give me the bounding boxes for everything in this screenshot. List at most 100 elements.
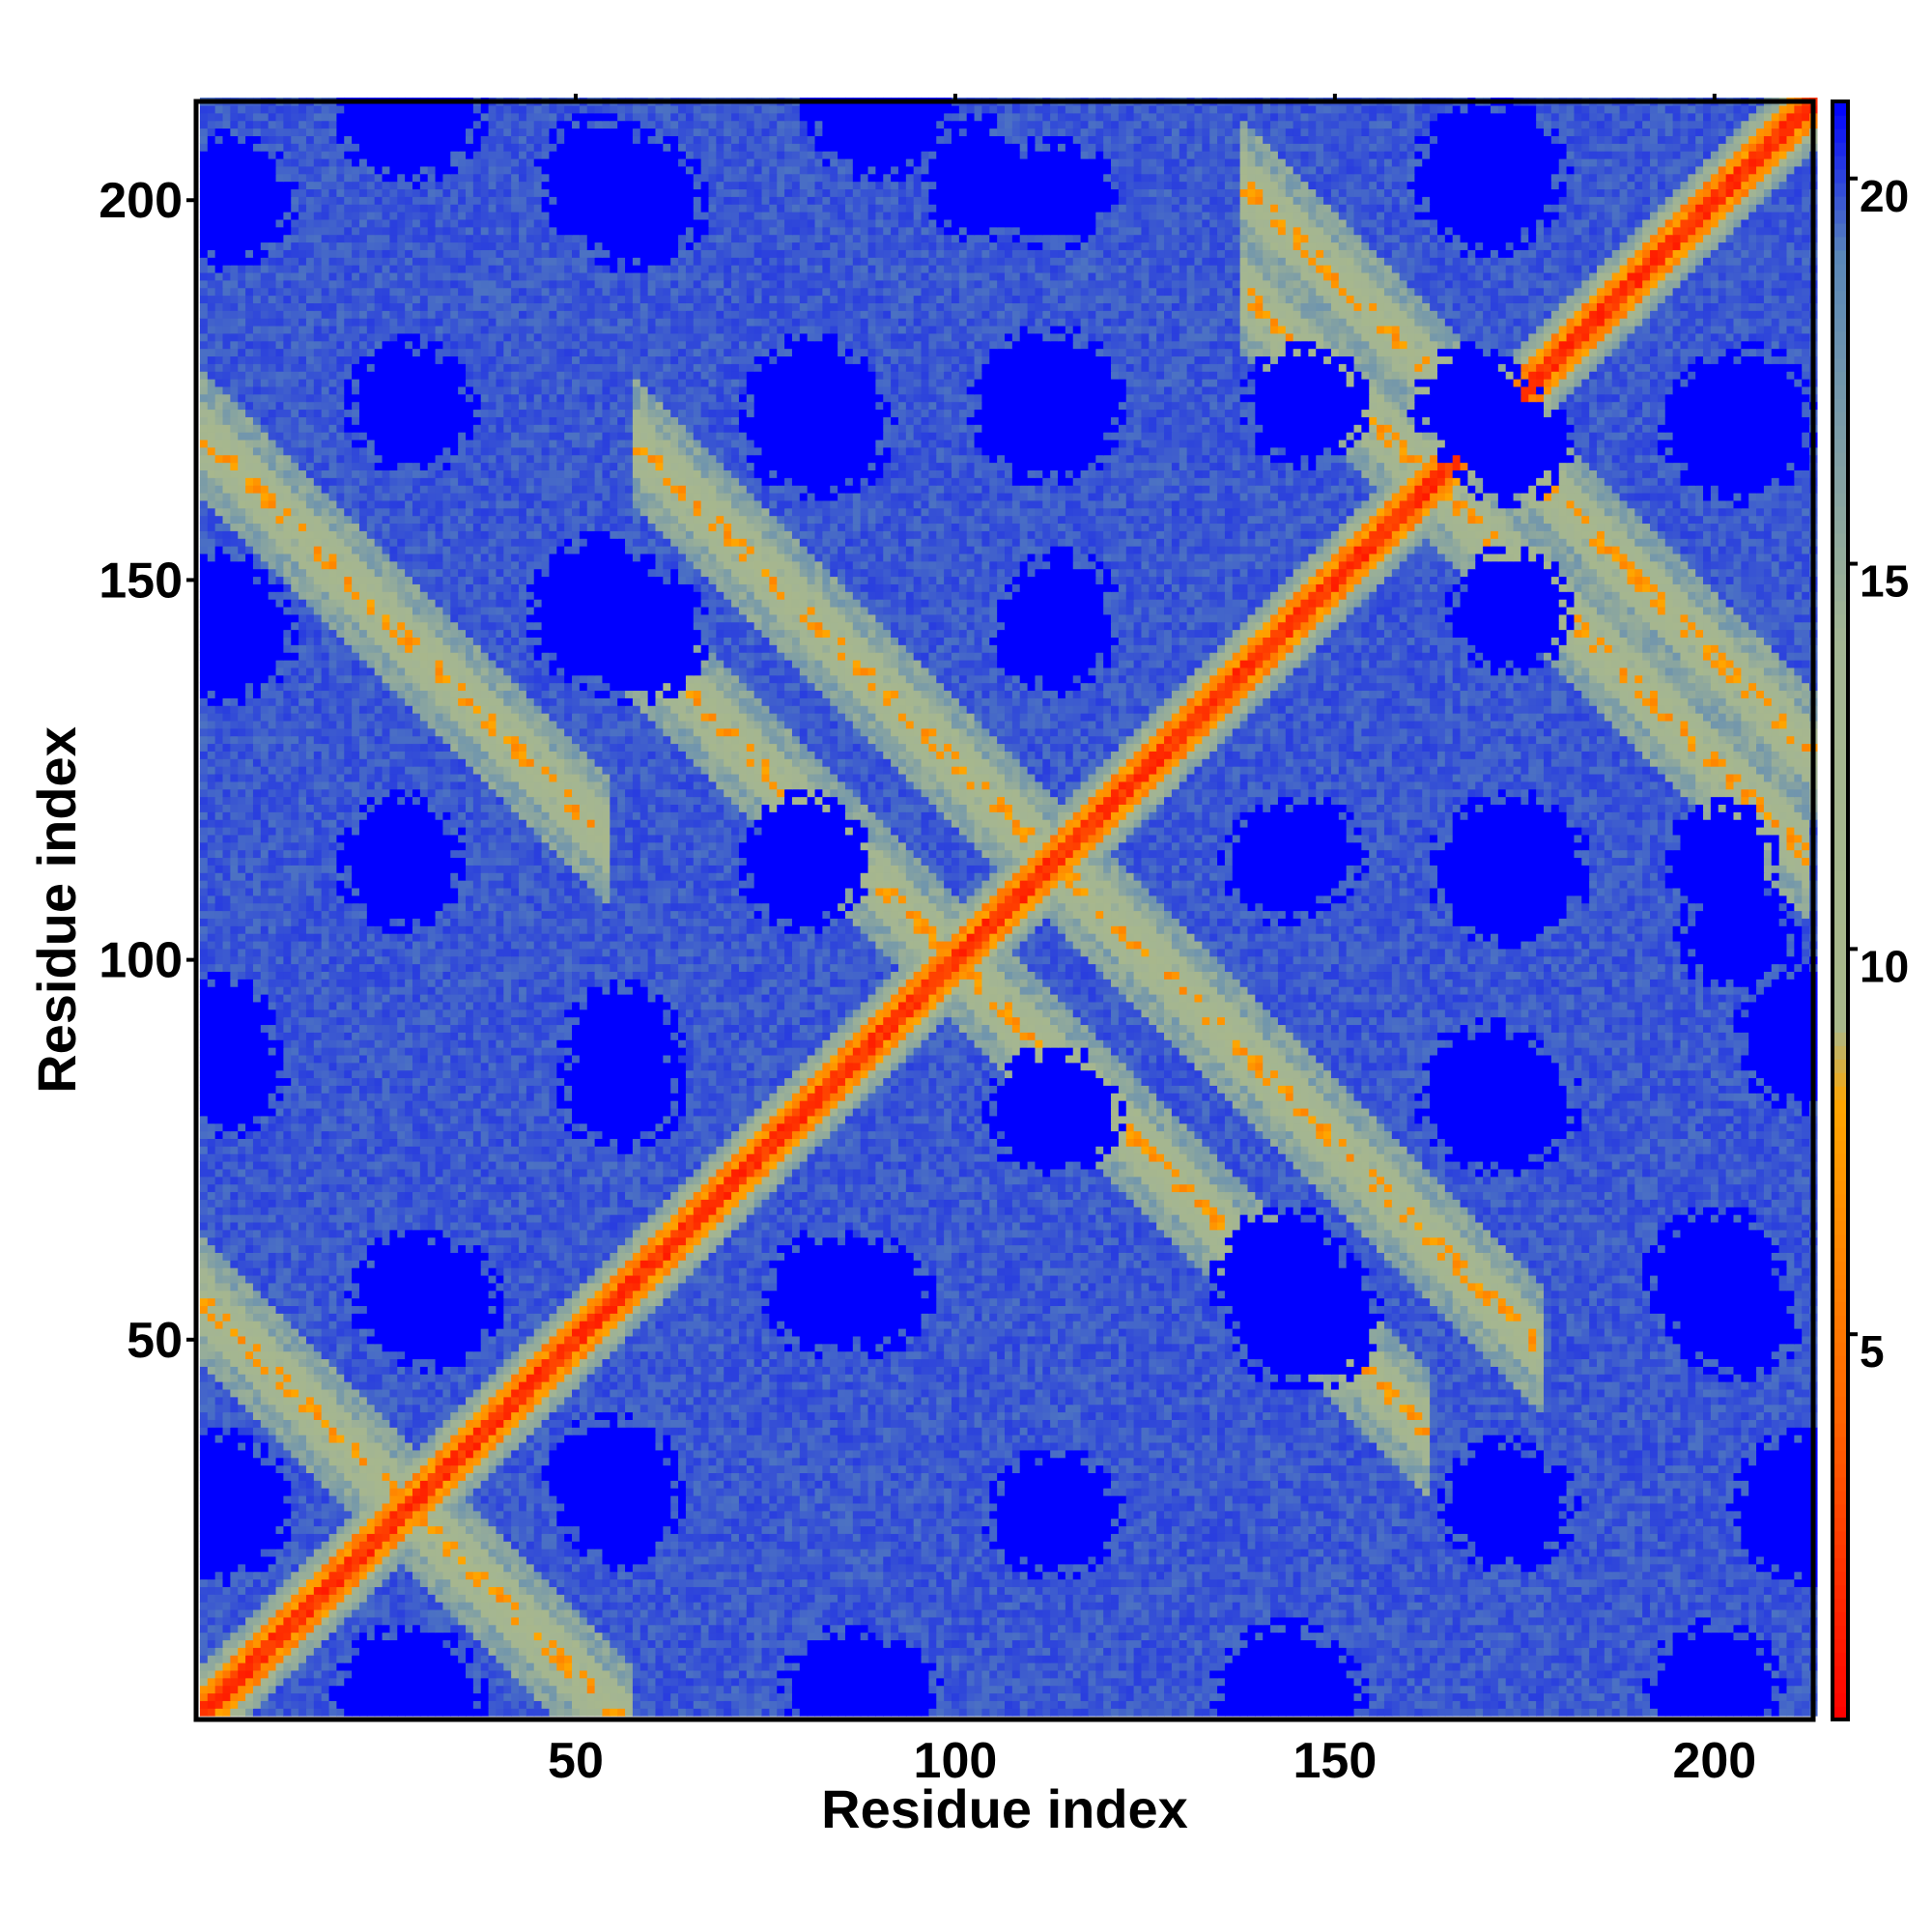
heatmap-cell <box>389 1564 397 1572</box>
heatmap-cell <box>1650 1625 1658 1633</box>
heatmap-cell <box>1772 1700 1779 1708</box>
heatmap-cell <box>1445 1670 1453 1678</box>
heatmap-cell <box>1597 1609 1605 1617</box>
heatmap-cell <box>724 1639 731 1647</box>
heatmap-cell <box>1483 1670 1491 1678</box>
heatmap-cell <box>1719 1662 1726 1670</box>
heatmap-cell <box>298 1564 306 1572</box>
heatmap-cell <box>1520 1700 1528 1708</box>
heatmap-cell <box>359 1609 367 1617</box>
heatmap-cell <box>1703 1586 1711 1594</box>
heatmap-cell <box>754 1625 762 1633</box>
heatmap-cell <box>716 1692 724 1700</box>
heatmap-cell <box>223 1609 231 1617</box>
heatmap-cell <box>1680 1602 1688 1609</box>
heatmap-cell <box>1347 1678 1354 1686</box>
heatmap-cell <box>542 1579 550 1587</box>
heatmap-cell <box>1392 1708 1400 1716</box>
heatmap-cell <box>1119 1579 1126 1587</box>
heatmap-cell <box>200 1670 208 1678</box>
heatmap-cell <box>1741 1625 1748 1633</box>
heatmap-cell <box>389 1602 397 1609</box>
heatmap-cell <box>1202 1594 1209 1602</box>
heatmap-cell <box>215 1579 223 1587</box>
heatmap-cell <box>1255 1617 1263 1625</box>
heatmap-cell <box>838 1625 845 1633</box>
heatmap-cell <box>868 1602 876 1609</box>
heatmap-cell <box>481 1609 489 1617</box>
heatmap-cell <box>1544 1579 1551 1587</box>
heatmap-cell <box>1392 1625 1400 1633</box>
heatmap-cell <box>1748 1686 1756 1693</box>
heatmap-cell <box>1081 1639 1089 1647</box>
heatmap-cell <box>1772 1594 1779 1602</box>
heatmap-cell <box>663 1579 670 1587</box>
heatmap-cell <box>1536 1633 1544 1640</box>
heatmap-cell <box>1733 1579 1741 1587</box>
heatmap-cell <box>1316 1647 1323 1655</box>
heatmap-cell <box>489 1609 497 1617</box>
heatmap-cell <box>625 1655 633 1662</box>
heatmap-cell <box>655 1692 663 1700</box>
heatmap-cell <box>1028 1625 1036 1633</box>
heatmap-cell <box>428 1633 436 1640</box>
heatmap-cell <box>808 1678 815 1686</box>
heatmap-cell <box>420 1586 428 1594</box>
heatmap-cell <box>253 1617 261 1625</box>
heatmap-cell <box>466 1564 473 1572</box>
heatmap-cell <box>352 1700 359 1708</box>
heatmap-cell <box>1263 1594 1270 1602</box>
heatmap-cell <box>549 1708 556 1716</box>
heatmap-cell <box>200 1625 208 1633</box>
heatmap-cell <box>1574 1670 1581 1678</box>
heatmap-cell <box>694 1655 701 1662</box>
heatmap-cell <box>800 1602 808 1609</box>
heatmap-cell <box>922 1625 929 1633</box>
heatmap-cell <box>989 1602 997 1609</box>
heatmap-cell <box>269 1572 276 1579</box>
heatmap-cell <box>1301 1708 1309 1716</box>
heatmap-cell <box>1187 1647 1195 1655</box>
heatmap-cell <box>1551 1594 1559 1602</box>
heatmap-cell <box>1680 1609 1688 1617</box>
heatmap-cell <box>1286 1662 1293 1670</box>
heatmap-cell <box>1453 1594 1461 1602</box>
heatmap-cell <box>875 1655 883 1662</box>
heatmap-cell <box>1134 1586 1142 1594</box>
heatmap-cell <box>245 1633 253 1640</box>
heatmap-cell <box>906 1633 914 1640</box>
heatmap-cell <box>1119 1625 1126 1633</box>
heatmap-cell <box>800 1564 808 1572</box>
heatmap-cell <box>678 1617 686 1625</box>
heatmap-cell <box>1642 1602 1650 1609</box>
heatmap-cell <box>1088 1670 1095 1678</box>
heatmap-cell <box>686 1617 694 1625</box>
heatmap-cell <box>322 1572 329 1579</box>
heatmap-cell <box>1377 1594 1384 1602</box>
heatmap-cell <box>298 1594 306 1602</box>
heatmap-cell <box>724 1572 731 1579</box>
heatmap-cell <box>1233 1670 1240 1678</box>
heatmap-cell <box>1172 1678 1179 1686</box>
heatmap-cell <box>1422 1609 1430 1617</box>
heatmap-cell <box>1688 1700 1695 1708</box>
heatmap-cell <box>375 1586 383 1594</box>
heatmap-cell <box>838 1602 845 1609</box>
heatmap-cell <box>1483 1625 1491 1633</box>
heatmap-cell <box>383 1602 390 1609</box>
heatmap-cell <box>1263 1670 1270 1678</box>
heatmap-cell <box>1422 1602 1430 1609</box>
heatmap-cell <box>739 1662 747 1670</box>
heatmap-cell <box>1779 1639 1787 1647</box>
heatmap-cell <box>1020 1678 1028 1686</box>
heatmap-cell <box>1612 1617 1620 1625</box>
heatmap-cell <box>883 1662 891 1670</box>
heatmap-cell <box>458 1617 466 1625</box>
heatmap-cell <box>481 1686 489 1693</box>
heatmap-cell <box>1316 1609 1323 1617</box>
heatmap-cell <box>1347 1647 1354 1655</box>
heatmap-cell <box>868 1625 876 1633</box>
heatmap-cell <box>914 1639 922 1647</box>
heatmap-cell <box>1247 1678 1255 1686</box>
heatmap-cell <box>1475 1678 1483 1686</box>
